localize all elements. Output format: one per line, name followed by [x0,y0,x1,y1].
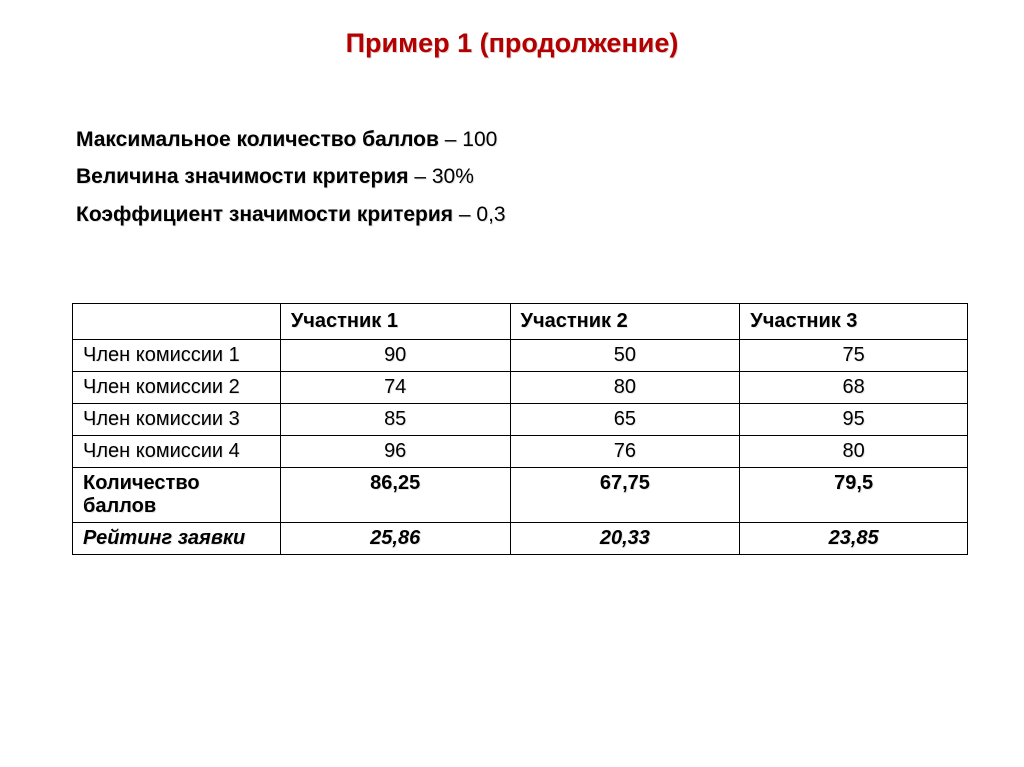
table-cell: 75 [740,340,968,372]
table-row: Член комиссии 4 96 76 80 [73,436,968,468]
param-label: Максимальное количество баллов [76,128,439,151]
page-title: Пример 1 (продолжение) [60,28,964,59]
scores-table: Участник 1 Участник 2 Участник 3 Член ко… [72,303,968,555]
row-label: Рейтинг заявки [73,523,281,555]
row-label: Член комиссии 3 [73,404,281,436]
table-cell: 67,75 [510,468,740,523]
table-cell: 86,25 [280,468,510,523]
param-label: Величина значимости критерия [76,165,409,188]
params-block: Максимальное количество баллов – 100 Вел… [76,121,964,233]
table-row: Член комиссии 3 85 65 95 [73,404,968,436]
table-cell: 96 [280,436,510,468]
row-label: Член комиссии 4 [73,436,281,468]
param-value: – 30% [414,165,474,188]
table-cell: 25,86 [280,523,510,555]
table-cell: 90 [280,340,510,372]
table-cell: 80 [510,372,740,404]
table-header-cell: Участник 2 [510,304,740,340]
table-row: Член комиссии 1 90 50 75 [73,340,968,372]
param-line: Величина значимости критерия – 30% [76,158,964,195]
table-cell: 65 [510,404,740,436]
param-line: Коэффициент значимости критерия – 0,3 [76,196,964,233]
table-row: Член комиссии 2 74 80 68 [73,372,968,404]
table-cell: 79,5 [740,468,968,523]
table-cell: 50 [510,340,740,372]
table-row-totals: Количество баллов 86,25 67,75 79,5 [73,468,968,523]
table-cell: 20,33 [510,523,740,555]
table-cell: 76 [510,436,740,468]
table-header-cell [73,304,281,340]
param-value: – 0,3 [459,203,506,226]
row-label: Член комиссии 2 [73,372,281,404]
table-cell: 85 [280,404,510,436]
table-header-row: Участник 1 Участник 2 Участник 3 [73,304,968,340]
table-header-cell: Участник 3 [740,304,968,340]
row-label: Количество баллов [73,468,281,523]
param-label: Коэффициент значимости критерия [76,203,453,226]
table-row-rating: Рейтинг заявки 25,86 20,33 23,85 [73,523,968,555]
table-cell: 23,85 [740,523,968,555]
param-line: Максимальное количество баллов – 100 [76,121,964,158]
table-cell: 80 [740,436,968,468]
table-cell: 68 [740,372,968,404]
param-value: – 100 [445,128,498,151]
table-cell: 95 [740,404,968,436]
row-label: Член комиссии 1 [73,340,281,372]
table-header-cell: Участник 1 [280,304,510,340]
table-cell: 74 [280,372,510,404]
